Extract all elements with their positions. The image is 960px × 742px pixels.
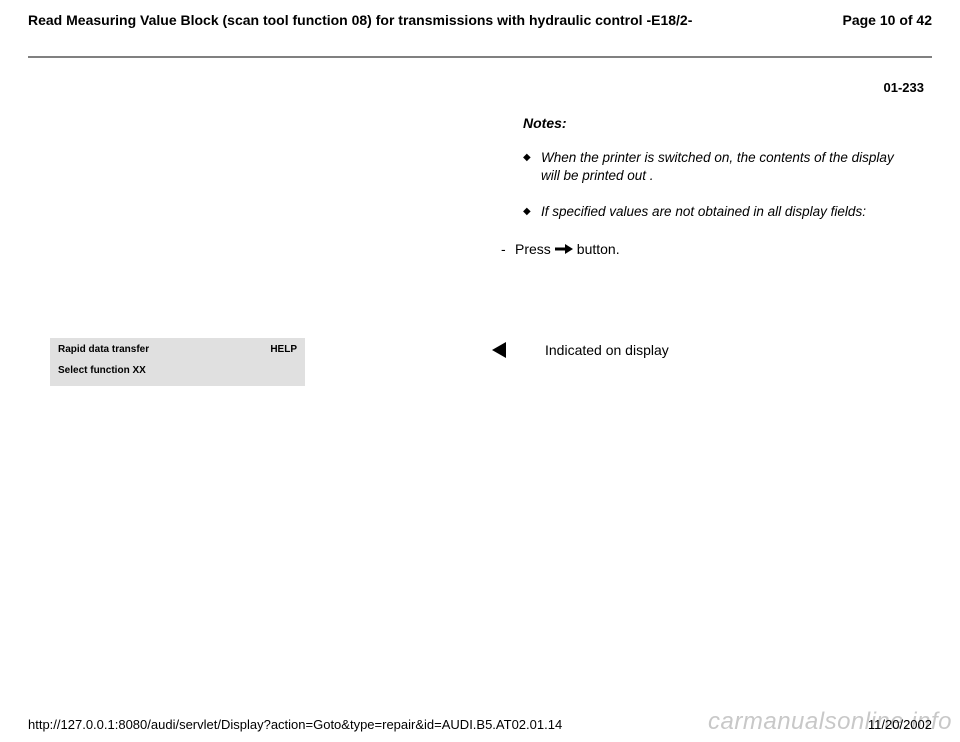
header-title: Read Measuring Value Block (scan tool fu…: [28, 12, 692, 28]
step-suffix: button.: [577, 240, 620, 259]
display-line1-left: Rapid data transfer: [58, 344, 149, 355]
header-page-number: Page 10 of 42: [843, 12, 933, 28]
bullet-item: ◆ When the printer is switched on, the c…: [523, 149, 902, 185]
step-prefix: Press: [515, 240, 551, 259]
indicated-on-display-label: Indicated on display: [545, 342, 669, 358]
notes-heading: Notes:: [523, 115, 902, 131]
scan-tool-display-box: Rapid data transfer HELP Select function…: [50, 338, 305, 386]
indicator-triangle-icon: [492, 342, 506, 363]
section-code: 01-233: [28, 80, 932, 95]
page-container: Read Measuring Value Block (scan tool fu…: [0, 0, 960, 742]
display-line1-right: HELP: [270, 344, 297, 355]
display-line-1: Rapid data transfer HELP: [58, 344, 297, 355]
step-text: Press button.: [515, 240, 902, 259]
footer-date: 11/20/2002: [868, 717, 932, 732]
step-row: - Press button.: [501, 240, 902, 259]
dash-bullet-icon: -: [501, 240, 515, 258]
diamond-bullet-icon: ◆: [523, 149, 533, 167]
display-line-2: Select function XX: [58, 365, 297, 376]
footer-row: http://127.0.0.1:8080/audi/servlet/Displ…: [28, 717, 932, 732]
footer-url: http://127.0.0.1:8080/audi/servlet/Displ…: [28, 717, 562, 732]
bullet-item: ◆ If specified values are not obtained i…: [523, 203, 902, 221]
diamond-bullet-icon: ◆: [523, 203, 533, 221]
header-row: Read Measuring Value Block (scan tool fu…: [28, 12, 932, 34]
bullet-text: When the printer is switched on, the con…: [541, 149, 902, 185]
bullet-text: If specified values are not obtained in …: [541, 203, 902, 221]
arrow-right-icon: [555, 244, 573, 254]
header-divider: [28, 56, 932, 58]
content-column: Notes: ◆ When the printer is switched on…: [523, 115, 902, 259]
